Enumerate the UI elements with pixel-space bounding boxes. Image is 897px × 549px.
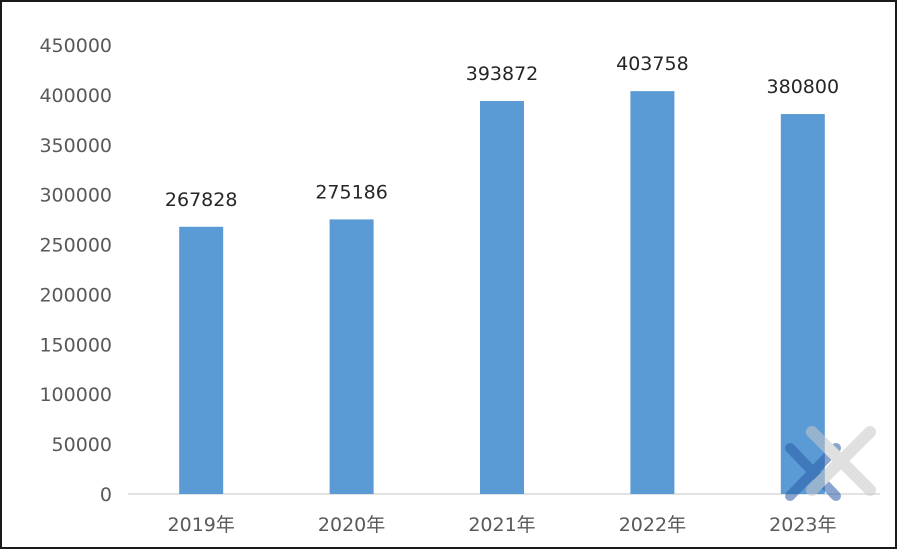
y-tick-label: 400000 — [39, 85, 112, 107]
data-label: 403758 — [616, 53, 689, 75]
x-tick-label: 2019年 — [168, 514, 235, 536]
x-tick-label: 2022年 — [619, 514, 686, 536]
data-label: 380800 — [767, 76, 840, 98]
y-tick-label: 100000 — [39, 384, 112, 406]
watermark-mark — [785, 426, 876, 501]
y-axis: 0 50000 100000 150000 200000 250000 300000 3500… — [39, 35, 112, 506]
y-tick-label: 450000 — [39, 35, 112, 57]
y-tick-label: 150000 — [39, 334, 112, 356]
data-labels: 267828 275186 393872 403758 380800 — [165, 53, 839, 211]
y-tick-label: 50000 — [52, 434, 112, 456]
data-label: 267828 — [165, 189, 238, 211]
bar — [480, 101, 524, 495]
x-axis: 2019年 2020年 2021年 2022年 2023年 — [168, 514, 837, 536]
x-tick-label: 2021年 — [468, 514, 535, 536]
bars — [179, 91, 825, 495]
y-tick-label: 350000 — [39, 135, 112, 157]
bar — [329, 219, 374, 494]
x-tick-label: 2023年 — [769, 514, 836, 536]
y-tick-label: 200000 — [39, 284, 112, 306]
bar — [630, 91, 675, 495]
data-label: 393872 — [466, 63, 539, 85]
bar — [179, 226, 224, 495]
data-label: 275186 — [315, 181, 388, 203]
y-tick-label: 250000 — [39, 235, 112, 257]
y-tick-label: 0 — [100, 484, 112, 506]
x-tick-label: 2020年 — [318, 514, 385, 536]
y-tick-label: 300000 — [39, 185, 112, 207]
